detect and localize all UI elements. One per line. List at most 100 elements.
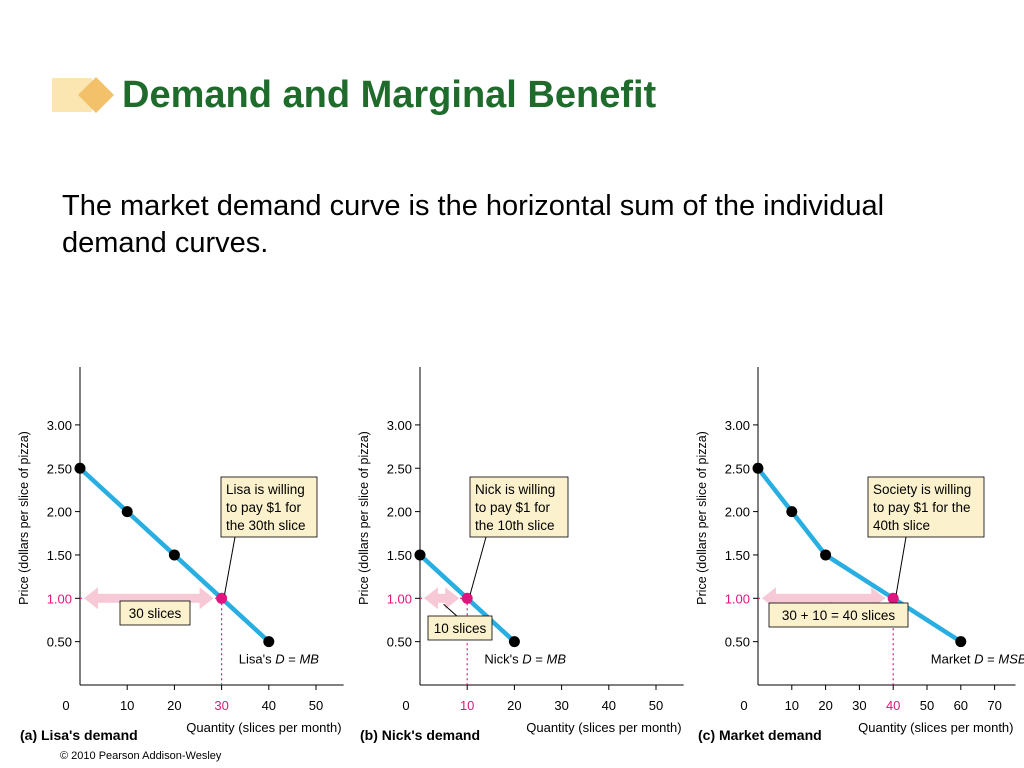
- callout-leader: [895, 536, 907, 595]
- y-axis-title: Price (dollars per slice of pizza): [17, 431, 31, 605]
- curve-label: Nick's D = MB: [484, 652, 566, 667]
- callout-box: [469, 476, 569, 538]
- y-tick-label: 2.50: [387, 461, 412, 476]
- curve-label-part: MB: [546, 652, 566, 667]
- data-point: [414, 549, 426, 561]
- quantity-arrow-shaft: [94, 593, 204, 603]
- x-axis-title: Quantity (slices per month): [186, 720, 341, 735]
- data-point: [263, 636, 275, 648]
- quantity-box: [119, 600, 191, 626]
- x-tick-label: 10: [120, 698, 134, 713]
- curve-label-part: D: [974, 652, 983, 667]
- curve-label-part: Market: [931, 652, 974, 667]
- data-point: [820, 549, 832, 561]
- y-axis-title: Price (dollars per slice of pizza): [695, 431, 709, 605]
- data-point: [508, 636, 520, 648]
- callout-box: [220, 476, 318, 538]
- x-tick-label: 0: [402, 698, 409, 713]
- y-tick-label: 3.00: [725, 418, 750, 433]
- quantity-box-leader: [443, 603, 458, 617]
- callout-text: to pay $1 for: [226, 500, 302, 515]
- x-tick-label: 30: [852, 698, 866, 713]
- x-axis-title: Quantity (slices per month): [858, 720, 1013, 735]
- highlight-point: [461, 592, 473, 604]
- y-tick-label: 2.00: [47, 505, 72, 520]
- y-tick-label: 1.00: [387, 591, 412, 606]
- y-tick-label: 2.00: [725, 505, 750, 520]
- x-tick-label: 40: [262, 698, 276, 713]
- curve-label-part: =: [285, 652, 300, 667]
- x-tick-label: 30: [554, 698, 568, 713]
- data-point: [786, 506, 798, 518]
- quantity-arrow-head-left: [424, 587, 438, 610]
- x-tick-label: 20: [167, 698, 181, 713]
- curve-label: Market D = MSB: [931, 652, 1024, 667]
- curve-label-part: MSB: [998, 652, 1024, 667]
- demand-charts: 0.50 1.00 1.50 2.00 2.50 3.00 0 10 20 30 40 50 Price…: [17, 367, 1024, 743]
- callout-leader: [224, 536, 236, 595]
- curve-label-part: =: [984, 652, 999, 667]
- y-tick-label: 1.50: [387, 548, 412, 563]
- curve-label-part: D: [522, 652, 531, 667]
- quantity-arrow-head-left: [84, 587, 98, 610]
- quantity-arrow-head-right: [445, 587, 460, 610]
- y-tick-label: 3.00: [387, 418, 412, 433]
- chart-panel-1: 0.50 1.00 1.50 2.00 2.50 3.00 0 10 20 30 40 50 Price…: [17, 367, 344, 743]
- quantity-box-text: 10 slices: [434, 621, 487, 636]
- highlight-point: [887, 592, 899, 604]
- callout-box: [867, 476, 985, 538]
- y-tick-label: 1.50: [47, 548, 72, 563]
- quantity-box-text: 30 slices: [129, 606, 182, 621]
- quantity-arrow-shaft: [434, 593, 450, 603]
- callout-text: to pay $1 for: [475, 500, 551, 515]
- callout-text: the 30th slice: [226, 518, 306, 533]
- y-tick-label: 1.00: [725, 591, 750, 606]
- slide-title: Demand and Marginal Benefit: [122, 74, 657, 116]
- quantity-arrow-head-right: [199, 587, 214, 610]
- panel-label: (a) Lisa's demand: [20, 727, 138, 743]
- x-tick-label: 50: [649, 698, 663, 713]
- x-tick-label: 10: [785, 698, 799, 713]
- callout-text: Nick is willing: [475, 482, 555, 497]
- title-bullet-logo: [52, 77, 114, 113]
- data-point: [955, 636, 967, 648]
- curve-label: Lisa's D = MB: [239, 652, 320, 667]
- data-point: [121, 506, 133, 518]
- quantity-box-text: 30 + 10 = 40 slices: [782, 608, 896, 623]
- x-tick-label: 40: [602, 698, 616, 713]
- x-tick-label: 20: [818, 698, 832, 713]
- x-tick-label: 70: [987, 698, 1001, 713]
- callout-text: Society is willing: [873, 482, 971, 497]
- curve-label-part: Lisa's: [239, 652, 275, 667]
- callout-text: the 10th slice: [475, 518, 555, 533]
- callout-leader: [469, 536, 487, 595]
- callout-text: Lisa is willing: [226, 482, 305, 497]
- callout-text: to pay $1 for the: [873, 500, 971, 515]
- y-axis-title: Price (dollars per slice of pizza): [357, 431, 371, 605]
- curve-label-part: =: [532, 652, 547, 667]
- curve-label-part: D: [275, 652, 284, 667]
- x-tick-label: 0: [62, 698, 69, 713]
- x-axis-title: Quantity (slices per month): [526, 720, 681, 735]
- x-tick-label: 30: [214, 698, 228, 713]
- highlight-point: [216, 592, 228, 604]
- quantity-arrow-shaft: [772, 593, 876, 603]
- logo-diamond: [78, 77, 114, 113]
- curve-label-part: Nick's: [484, 652, 522, 667]
- data-point: [752, 462, 764, 474]
- y-tick-label: 2.00: [387, 505, 412, 520]
- y-tick-label: 0.50: [47, 635, 72, 650]
- chart-panel-2: 0.50 1.00 1.50 2.00 2.50 3.00 0 10 20 30 40 50 Price…: [357, 367, 684, 743]
- y-tick-label: 1.50: [725, 548, 750, 563]
- y-tick-label: 0.50: [387, 635, 412, 650]
- x-tick-label: 50: [920, 698, 934, 713]
- y-tick-label: 2.50: [725, 461, 750, 476]
- x-tick-label: 60: [954, 698, 968, 713]
- panel-label: (c) Market demand: [698, 727, 822, 743]
- quantity-box: [427, 615, 493, 641]
- x-tick-label: 40: [886, 698, 900, 713]
- x-tick-label: 10: [460, 698, 474, 713]
- y-tick-label: 2.50: [47, 461, 72, 476]
- x-tick-label: 20: [507, 698, 521, 713]
- y-tick-label: 3.00: [47, 418, 72, 433]
